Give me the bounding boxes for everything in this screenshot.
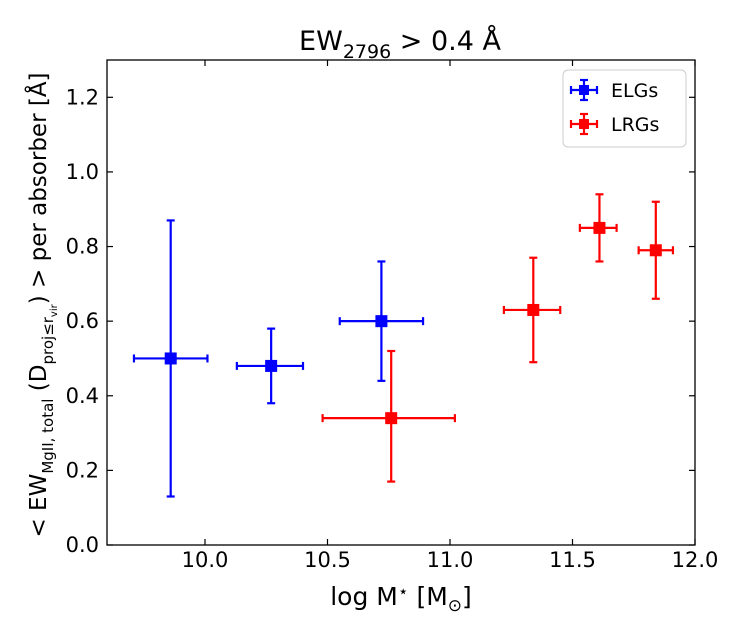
chart-title: EW2796 > 0.4 Å [299, 25, 501, 63]
data-marker [579, 119, 589, 129]
legend: ELGs LRGs [562, 69, 687, 148]
x-axis: 10.0 10.5 11.0 11.5 12.0 [182, 60, 719, 572]
x-tick-label: 10.5 [304, 548, 351, 572]
data-marker [649, 244, 662, 257]
y-axis-label: < EWMgII, total (Dproj≤rvir) > per absor… [24, 72, 60, 537]
y-tick-label: 0.6 [66, 309, 99, 333]
x-tick-label: 11.0 [427, 548, 474, 572]
legend-label: LRGs [611, 114, 659, 136]
data-points [132, 193, 675, 498]
y-tick-label: 1.0 [66, 160, 99, 184]
x-tick-label: 11.5 [549, 548, 596, 572]
data-marker [527, 303, 540, 316]
y-axis: 0.0 0.2 0.4 0.6 0.8 1.0 1.2 [66, 85, 695, 557]
data-point [132, 219, 209, 498]
data-point [338, 260, 425, 382]
data-point [502, 256, 562, 364]
y-tick-label: 0.4 [66, 384, 99, 408]
y-tick-label: 0.8 [66, 235, 99, 259]
y-tick-label: 0.0 [66, 533, 99, 557]
legend-item-elgs: ELGs [569, 78, 658, 102]
data-point [321, 349, 456, 483]
data-marker [265, 359, 278, 372]
series-lrgs [321, 193, 675, 483]
data-point [235, 327, 305, 405]
x-axis-label: log M⋆ [M⊙] [330, 582, 472, 616]
legend-label: ELGs [611, 80, 658, 102]
legend-item-lrgs: LRGs [569, 112, 659, 136]
data-marker [593, 221, 606, 234]
data-point [637, 200, 675, 300]
data-point [578, 193, 618, 263]
x-tick-label: 12.0 [672, 548, 719, 572]
data-marker [385, 412, 398, 425]
y-tick-label: 1.2 [66, 85, 99, 109]
data-marker [164, 352, 177, 365]
x-tick-label: 10.0 [182, 548, 229, 572]
series-elgs [132, 219, 425, 498]
y-tick-label: 0.2 [66, 458, 99, 482]
data-marker [375, 315, 388, 328]
data-marker [579, 85, 589, 95]
